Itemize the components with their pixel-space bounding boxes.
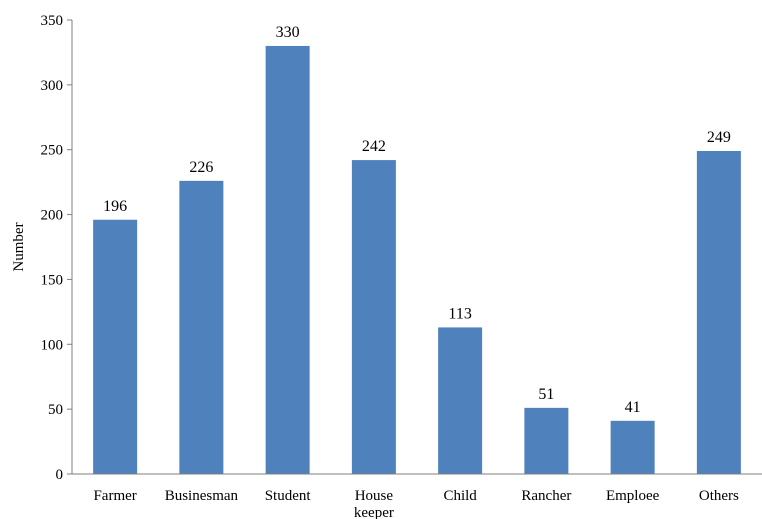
bar-7 [696,151,741,475]
data-label-5: 51 [538,386,554,403]
bar-3 [351,160,396,474]
y-tick-label-3: 150 [41,272,64,288]
data-label-3: 242 [362,138,386,155]
data-label-0: 196 [103,198,127,215]
data-label-6: 41 [625,399,641,416]
category-label-0: Farmer [93,488,136,504]
bar-5 [524,407,569,474]
y-tick-label-0: 0 [56,467,64,483]
bar-6 [610,420,655,474]
category-label-6: Emploee [606,488,660,504]
data-label-7: 249 [707,129,731,146]
category-labels-group: Farmer Businesman Student House keeper Child R… [93,488,739,519]
data-label-4: 113 [448,305,471,322]
category-label-5: Rancher [521,488,571,504]
category-label-3: House keeper [354,488,394,519]
data-labels-group: 196 226 330 242 113 51 41 249 [103,24,731,416]
y-tick-label-4: 200 [41,208,64,224]
bar-2 [265,45,310,474]
data-label-2: 330 [276,24,300,41]
bar-0 [93,219,138,474]
y-axis-title: Number [11,222,27,271]
y-tick-label-5: 250 [41,143,64,159]
y-tick-label-2: 100 [41,337,64,353]
category-label-1: Businesman [165,488,239,504]
y-axis-ticks: 0 50 100 150 200 250 300 350 [41,13,72,483]
category-label-4: Child [443,488,477,504]
y-tick-label-6: 300 [41,78,64,94]
data-label-1: 226 [189,159,213,176]
y-tick-label-7: 350 [41,13,64,29]
y-tick-label-1: 50 [48,402,63,418]
category-label-2: Student [265,488,312,504]
bar-4 [438,327,483,474]
category-label-7: Others [699,488,739,504]
bars-group [93,45,741,475]
bar-1 [179,180,224,475]
